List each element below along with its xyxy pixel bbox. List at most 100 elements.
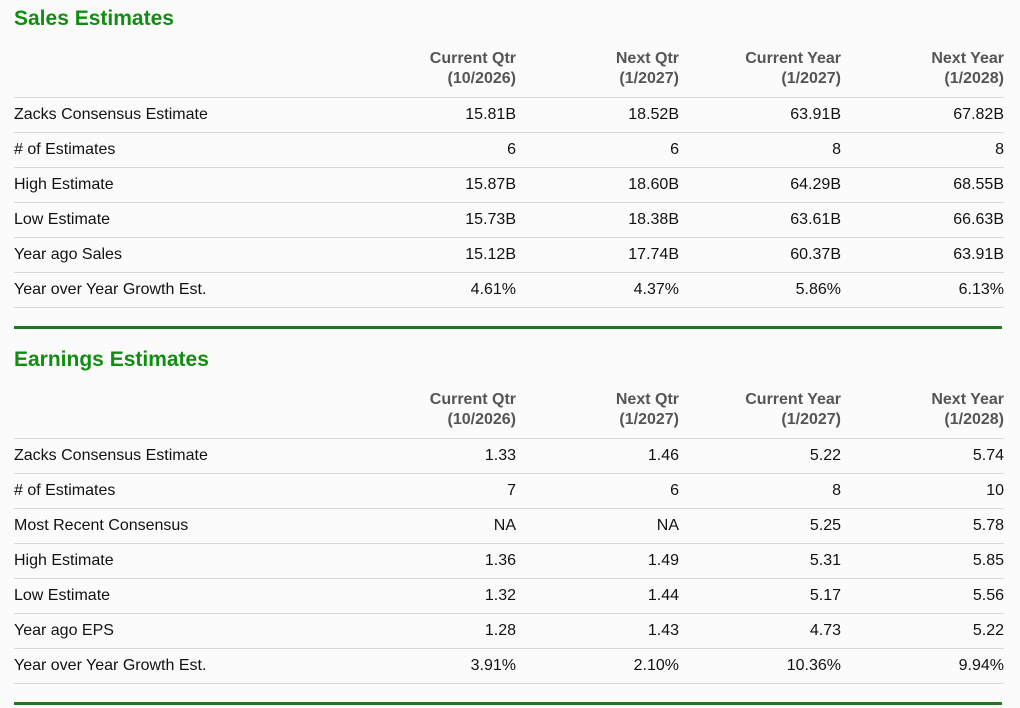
header-next-year: Next Year (1/2028)	[931, 391, 1004, 428]
header-current-year: Current Year (1/2027)	[745, 391, 841, 428]
section-divider	[14, 702, 1002, 705]
row-label: Year over Year Growth Est.	[14, 272, 354, 308]
value-cell: 4.61%	[354, 272, 516, 308]
earnings-estimates-table: Current Qtr (10/2026) Next Qtr (1/2027) Cu…	[14, 390, 1004, 684]
header-next-qtr: Next Qtr (1/2027)	[615, 50, 679, 87]
header-label-cell	[14, 390, 354, 439]
value-cell: 5.56	[841, 578, 1004, 614]
value-cell: 17.74B	[516, 237, 679, 273]
table-row: Low Estimate 1.32 1.44 5.17 5.56	[14, 578, 1004, 614]
row-label: Year ago Sales	[14, 237, 354, 273]
value-cell: 15.81B	[354, 97, 516, 133]
row-label: # of Estimates	[14, 473, 354, 509]
value-cell: 5.22	[679, 438, 841, 474]
value-cell: 1.44	[516, 578, 679, 614]
value-cell: 6	[516, 473, 679, 509]
value-cell: 63.91B	[841, 237, 1004, 273]
value-cell: 15.87B	[354, 167, 516, 203]
header-current-qtr: Current Qtr (10/2026)	[429, 391, 516, 428]
value-cell: 15.12B	[354, 237, 516, 273]
value-cell: 5.78	[841, 508, 1004, 544]
value-cell: 5.74	[841, 438, 1004, 474]
sales-table-body: Zacks Consensus Estimate 15.81B 18.52B 63.9…	[14, 97, 1004, 308]
table-header-row: Current Qtr (10/2026) Next Qtr (1/2027) Cu…	[14, 390, 1004, 439]
value-cell: 8	[679, 473, 841, 509]
value-cell: 1.28	[354, 613, 516, 649]
value-cell: 1.32	[354, 578, 516, 614]
value-cell: 7	[354, 473, 516, 509]
table-row: Zacks Consensus Estimate 1.33 1.46 5.22 5.74	[14, 438, 1004, 474]
value-cell: 2.10%	[516, 648, 679, 684]
value-cell: NA	[516, 508, 679, 544]
table-row: # of Estimates 6 6 8 8	[14, 132, 1004, 168]
earnings-estimates-title: Earnings Estimates	[14, 348, 209, 371]
header-current-qtr: Current Qtr (10/2026)	[429, 50, 516, 87]
value-cell: 10.36%	[679, 648, 841, 684]
row-label: Zacks Consensus Estimate	[14, 438, 354, 474]
table-row: Year ago EPS 1.28 1.43 4.73 5.22	[14, 613, 1004, 649]
value-cell: 18.52B	[516, 97, 679, 133]
table-row: Low Estimate 15.73B 18.38B 63.61B 66.63B	[14, 202, 1004, 238]
header-label-cell	[14, 49, 354, 98]
value-cell: 67.82B	[841, 97, 1004, 133]
sales-estimates-title: Sales Estimates	[14, 7, 174, 30]
value-cell: 1.36	[354, 543, 516, 579]
value-cell: 63.61B	[679, 202, 841, 238]
value-cell: 1.43	[516, 613, 679, 649]
value-cell: 5.17	[679, 578, 841, 614]
value-cell: 6.13%	[841, 272, 1004, 308]
value-cell: 5.85	[841, 543, 1004, 579]
table-header-row: Current Qtr (10/2026) Next Qtr (1/2027) Cu…	[14, 49, 1004, 98]
earnings-table-body: Zacks Consensus Estimate 1.33 1.46 5.22 5.74…	[14, 438, 1004, 684]
value-cell: 4.73	[679, 613, 841, 649]
value-cell: 6	[516, 132, 679, 168]
value-cell: 6	[354, 132, 516, 168]
value-cell: 63.91B	[679, 97, 841, 133]
row-label: Year ago EPS	[14, 613, 354, 649]
value-cell: 5.22	[841, 613, 1004, 649]
value-cell: 1.33	[354, 438, 516, 474]
value-cell: 8	[841, 132, 1004, 168]
value-cell: 1.49	[516, 543, 679, 579]
row-label: Most Recent Consensus	[14, 508, 354, 544]
sales-estimates-section: Sales Estimates Current Qtr (10/2026) Nex…	[0, 0, 1020, 329]
table-row: Year ago Sales 15.12B 17.74B 60.37B 63.91B	[14, 237, 1004, 273]
value-cell: 18.38B	[516, 202, 679, 238]
value-cell: 64.29B	[679, 167, 841, 203]
value-cell: 4.37%	[516, 272, 679, 308]
header-current-year: Current Year (1/2027)	[745, 50, 841, 87]
value-cell: 68.55B	[841, 167, 1004, 203]
section-divider	[14, 326, 1002, 329]
header-next-qtr: Next Qtr (1/2027)	[615, 391, 679, 428]
row-label: Low Estimate	[14, 202, 354, 238]
value-cell: 66.63B	[841, 202, 1004, 238]
value-cell: 5.25	[679, 508, 841, 544]
table-row: # of Estimates 7 6 8 10	[14, 473, 1004, 509]
value-cell: 1.46	[516, 438, 679, 474]
sales-estimates-table: Current Qtr (10/2026) Next Qtr (1/2027) Cu…	[14, 49, 1004, 308]
value-cell: 18.60B	[516, 167, 679, 203]
value-cell: 5.31	[679, 543, 841, 579]
earnings-estimates-section: Earnings Estimates Current Qtr (10/2026) …	[0, 329, 1020, 705]
table-row: High Estimate 15.87B 18.60B 64.29B 68.55B	[14, 167, 1004, 203]
row-label: High Estimate	[14, 167, 354, 203]
row-label: Zacks Consensus Estimate	[14, 97, 354, 133]
table-row: Year over Year Growth Est. 3.91% 2.10% 10.3…	[14, 648, 1004, 684]
value-cell: 5.86%	[679, 272, 841, 308]
row-label: Low Estimate	[14, 578, 354, 614]
row-label: # of Estimates	[14, 132, 354, 168]
value-cell: 60.37B	[679, 237, 841, 273]
value-cell: 3.91%	[354, 648, 516, 684]
value-cell: 10	[841, 473, 1004, 509]
table-row: High Estimate 1.36 1.49 5.31 5.85	[14, 543, 1004, 579]
row-label: Year over Year Growth Est.	[14, 648, 354, 684]
value-cell: 15.73B	[354, 202, 516, 238]
header-next-year: Next Year (1/2028)	[931, 50, 1004, 87]
value-cell: 9.94%	[841, 648, 1004, 684]
row-label: High Estimate	[14, 543, 354, 579]
table-row: Zacks Consensus Estimate 15.81B 18.52B 63.9…	[14, 97, 1004, 133]
value-cell: NA	[354, 508, 516, 544]
table-row: Most Recent Consensus NA NA 5.25 5.78	[14, 508, 1004, 544]
table-row: Year over Year Growth Est. 4.61% 4.37% 5.86…	[14, 272, 1004, 308]
value-cell: 8	[679, 132, 841, 168]
